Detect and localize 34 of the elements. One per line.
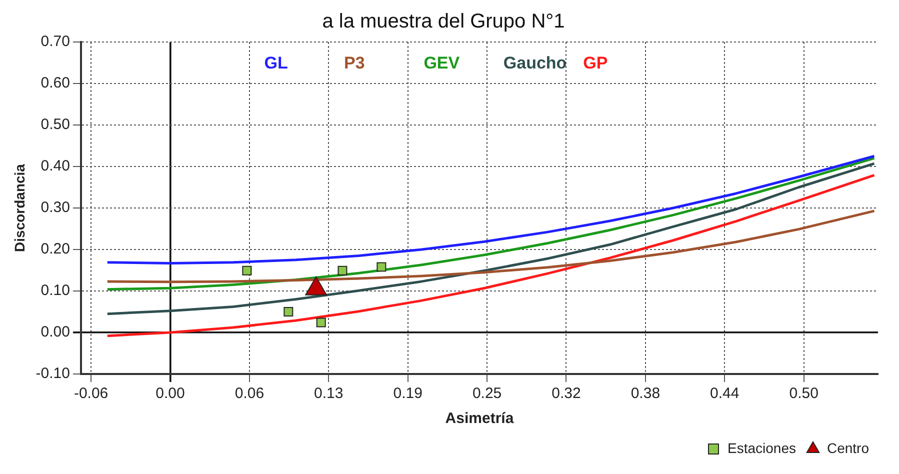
x-tick-label: 0.38 xyxy=(630,385,660,402)
y-tick-label: 0.50 xyxy=(40,116,70,134)
x-tick-label: 0.06 xyxy=(234,385,264,402)
y-tick-label: 0.10 xyxy=(40,282,70,300)
legend-label: Estaciones xyxy=(727,440,796,456)
x-tick-label: 0.13 xyxy=(314,385,344,402)
point xyxy=(316,318,326,328)
x-tick-label: 0.50 xyxy=(789,385,818,402)
x-tick-label: 0.44 xyxy=(710,385,740,402)
y-tick-label: 0.30 xyxy=(40,199,70,216)
point xyxy=(242,266,252,276)
x-tick-label: 0.19 xyxy=(393,385,422,402)
y-tick-label: 0.60 xyxy=(40,74,70,92)
x-tick-label: -0.06 xyxy=(74,385,108,402)
x-axis-title: Asimetría xyxy=(445,410,514,428)
y-axis-title: Discordancia xyxy=(11,164,28,252)
legend-label: Centro xyxy=(826,440,870,456)
x-tick-label: 0.25 xyxy=(472,385,502,402)
point xyxy=(284,307,294,316)
y-tick-label: 0.00 xyxy=(40,324,70,341)
text: Gaucho xyxy=(503,54,567,73)
chart-title: a la muestra del Grupo N°1 xyxy=(322,10,565,33)
y-tick-label: -0.10 xyxy=(36,365,70,382)
x-tick-label: 0.32 xyxy=(552,385,581,402)
text: P3 xyxy=(344,54,365,73)
y-tick-label: 0.70 xyxy=(40,33,70,50)
point xyxy=(338,266,348,276)
text: GP xyxy=(583,54,608,73)
text: GEV xyxy=(424,54,460,73)
y-tick-label: 0.20 xyxy=(40,240,70,258)
point xyxy=(376,262,386,272)
x-tick-label: 0.00 xyxy=(156,385,185,402)
y-tick-label: 0.40 xyxy=(40,158,70,175)
text: GL xyxy=(264,54,288,73)
